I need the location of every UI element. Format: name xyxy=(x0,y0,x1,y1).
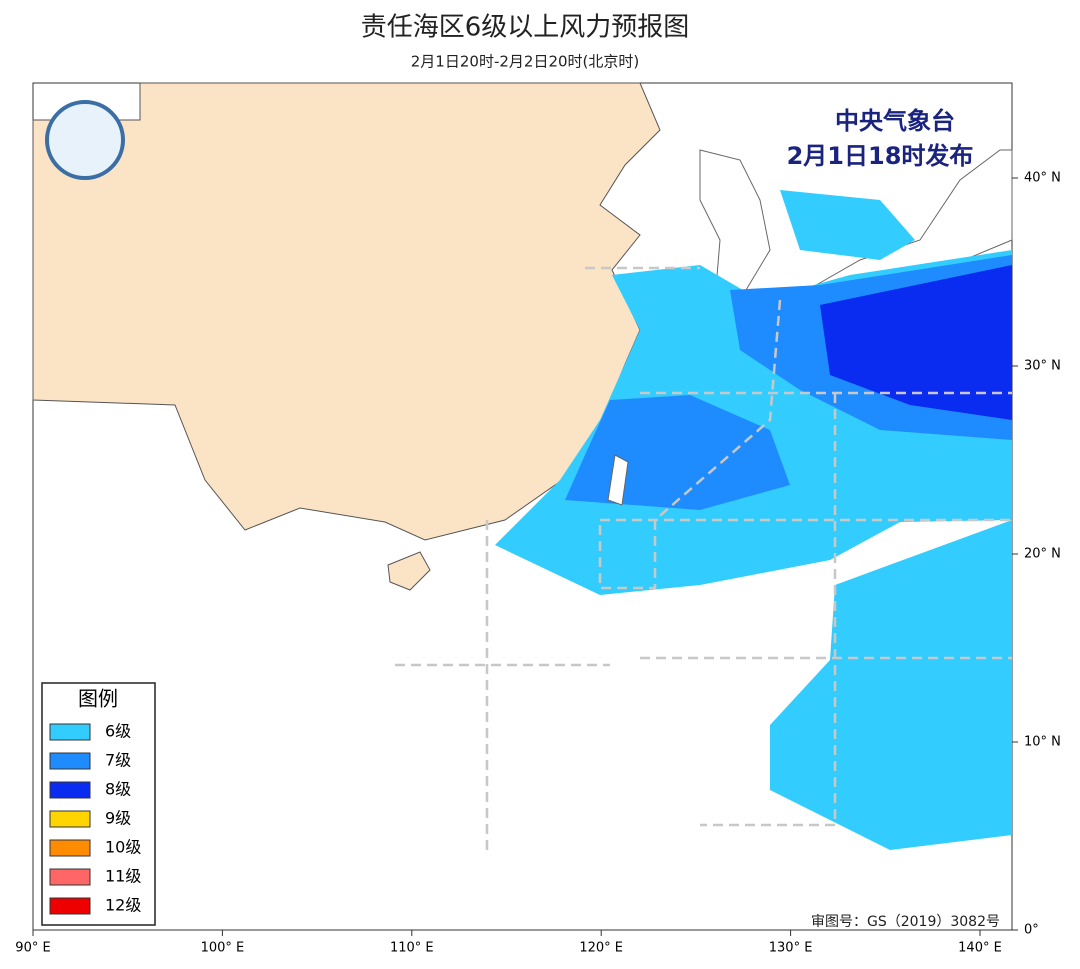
legend-label: 9级 xyxy=(105,809,131,828)
legend: 图例 xyxy=(41,682,156,926)
legend-swatch xyxy=(49,781,91,799)
legend-box xyxy=(41,682,156,926)
legend-label: 6级 xyxy=(105,722,131,741)
wind-6-pacific xyxy=(770,520,1012,850)
issuer-name: 中央气象台 xyxy=(835,107,955,135)
legend-swatch xyxy=(49,897,91,915)
lat-tick-label: 20° N xyxy=(1024,547,1061,562)
lon-tick-label: 110° E xyxy=(390,941,434,956)
legend-label: 10级 xyxy=(105,838,141,857)
wind-6-japan-sea xyxy=(780,190,915,260)
review-number: 审图号：GS（2019）3082号 xyxy=(811,914,1000,930)
title: 责任海区6级以上风力预报图 xyxy=(361,13,690,43)
taiwan xyxy=(607,454,629,506)
lat-tick-label: 10° N xyxy=(1024,735,1061,750)
subtitle: 2月1日20时-2月2日20时(北京时) xyxy=(411,53,639,71)
zone-lines xyxy=(395,266,1012,850)
legend-swatch xyxy=(49,810,91,828)
map xyxy=(32,82,1013,931)
legend-label: 7级 xyxy=(105,751,131,770)
lon-tick-label: 90° E xyxy=(15,941,50,956)
legend-label: 12级 xyxy=(105,896,141,915)
lat-tick-label: 0° xyxy=(1024,923,1039,938)
lon-tick-label: 140° E xyxy=(958,941,1002,956)
hainan xyxy=(387,551,431,591)
wind-8 xyxy=(820,265,1012,420)
legend-swatch xyxy=(49,868,91,886)
lat-tick-label: 40° N xyxy=(1024,171,1061,186)
legend-title: 图例 xyxy=(78,687,118,711)
lat-tick-label: 30° N xyxy=(1024,359,1061,374)
lon-tick-label: 130° E xyxy=(769,941,813,956)
lon-tick-label: 120° E xyxy=(579,941,623,956)
legend-label: 11级 xyxy=(105,867,141,886)
issue-time: 2月1日18时发布 xyxy=(787,142,974,170)
china-land xyxy=(32,82,661,541)
legend-swatch xyxy=(49,752,91,770)
legend-swatch xyxy=(49,723,91,741)
legend-label: 8级 xyxy=(105,780,131,799)
logo xyxy=(45,100,125,180)
legend-swatch xyxy=(49,839,91,857)
lon-tick-label: 100° E xyxy=(201,941,245,956)
issuer: 中央气象台 2月1日18时发布 xyxy=(787,107,974,170)
